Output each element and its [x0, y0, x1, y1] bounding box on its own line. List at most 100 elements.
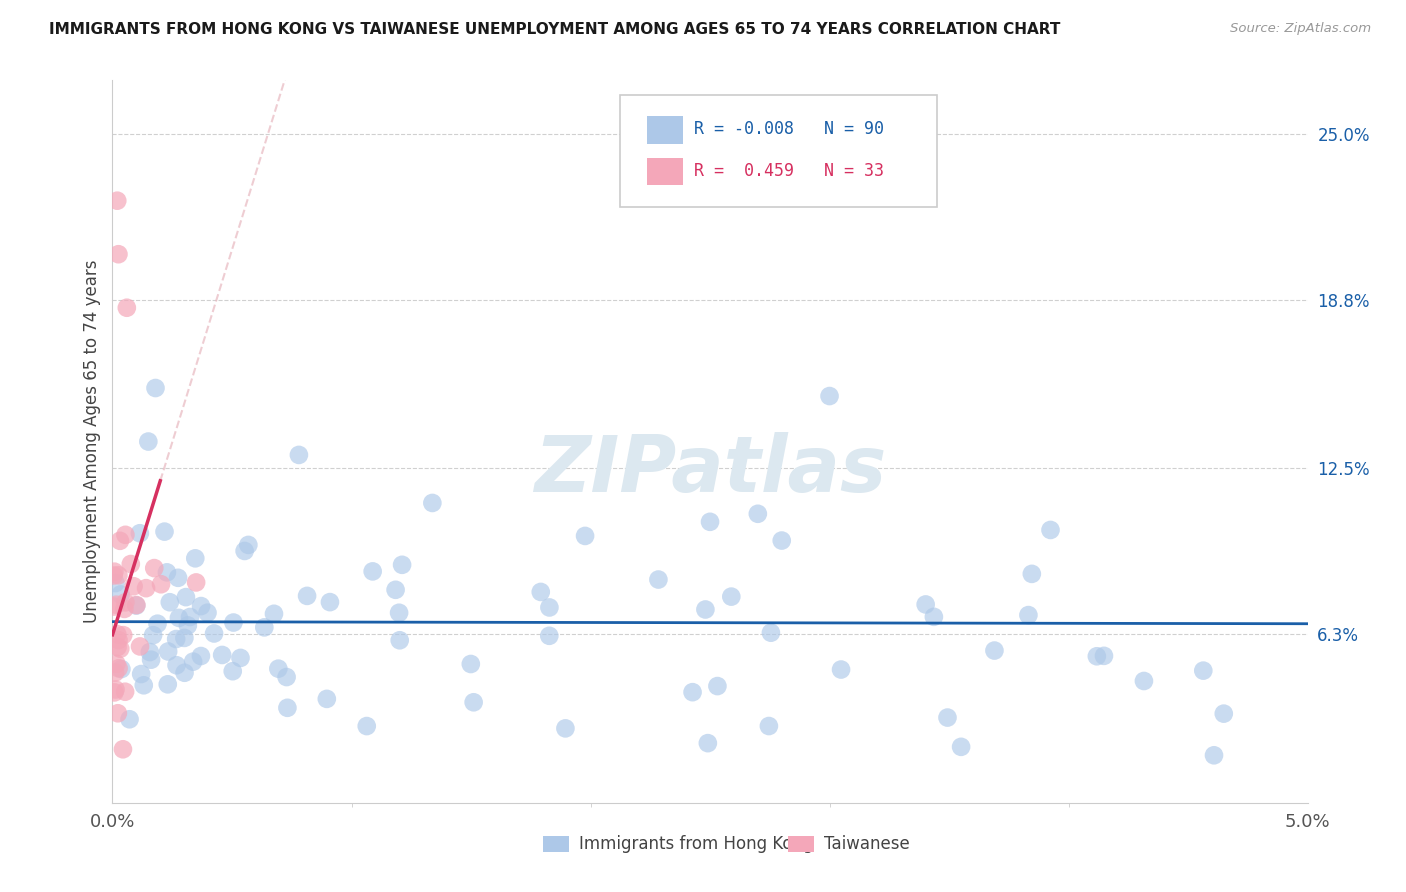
Point	[538, 629, 561, 643]
Point	[129, 640, 152, 654]
Point	[770, 533, 793, 548]
Point	[107, 706, 129, 721]
Point	[103, 685, 125, 699]
Point	[696, 736, 718, 750]
Point	[177, 618, 200, 632]
Point	[156, 677, 179, 691]
Point	[211, 648, 233, 662]
Text: Immigrants from Hong Kong: Immigrants from Hong Kong	[579, 835, 813, 853]
Point	[758, 719, 780, 733]
Point	[356, 719, 378, 733]
Point	[184, 551, 207, 566]
Point	[112, 628, 135, 642]
Point	[110, 587, 132, 601]
Point	[229, 651, 252, 665]
Point	[103, 568, 125, 582]
Point	[574, 529, 596, 543]
Point	[122, 579, 145, 593]
Bar	[647, 158, 682, 185]
Point	[202, 626, 225, 640]
Point	[174, 590, 197, 604]
Point	[190, 599, 212, 613]
Point	[222, 615, 245, 630]
Point	[107, 661, 129, 675]
Point	[1085, 649, 1108, 664]
Point	[138, 434, 160, 449]
Point	[103, 599, 125, 614]
Point	[159, 595, 181, 609]
Point	[391, 558, 413, 572]
Point	[105, 194, 128, 208]
Point	[104, 682, 127, 697]
Point	[319, 595, 342, 609]
Point	[315, 691, 337, 706]
Text: Source: ZipAtlas.com: Source: ZipAtlas.com	[1230, 22, 1371, 36]
Point	[157, 644, 180, 658]
Point	[129, 667, 152, 681]
Point	[530, 585, 553, 599]
Point	[388, 633, 411, 648]
Point	[105, 598, 128, 612]
Point	[1202, 748, 1225, 763]
Point	[276, 701, 298, 715]
Point	[190, 648, 212, 663]
Point	[720, 590, 742, 604]
Bar	[647, 116, 682, 144]
Point	[759, 625, 782, 640]
Text: ZIPatlas: ZIPatlas	[534, 433, 886, 508]
Point	[104, 665, 127, 680]
Point	[153, 524, 176, 539]
Point	[179, 610, 201, 624]
Text: IMMIGRANTS FROM HONG KONG VS TAIWANESE UNEMPLOYMENT AMONG AGES 65 TO 74 YEARS CO: IMMIGRANTS FROM HONG KONG VS TAIWANESE U…	[49, 22, 1060, 37]
Point	[173, 631, 195, 645]
FancyBboxPatch shape	[620, 95, 938, 207]
Point	[110, 641, 132, 656]
Text: R = -0.008   N = 90: R = -0.008 N = 90	[695, 120, 884, 138]
Point	[276, 670, 298, 684]
Point	[181, 655, 204, 669]
Point	[145, 381, 167, 395]
Bar	[543, 836, 569, 852]
Point	[105, 627, 128, 641]
Point	[125, 599, 148, 613]
Point	[538, 600, 561, 615]
Point	[361, 565, 384, 579]
Point	[104, 576, 127, 591]
Point	[830, 663, 852, 677]
Point	[166, 658, 188, 673]
Point	[156, 566, 179, 580]
Point	[936, 710, 959, 724]
Point	[128, 526, 150, 541]
Point	[173, 665, 195, 680]
Point	[143, 561, 166, 575]
Point	[107, 247, 129, 261]
Point	[222, 664, 245, 678]
Point	[695, 602, 717, 616]
Point	[706, 679, 728, 693]
Point	[114, 595, 136, 609]
Point	[135, 581, 157, 595]
Point	[115, 301, 138, 315]
Point	[118, 712, 141, 726]
Point	[110, 662, 132, 676]
Point	[125, 598, 148, 612]
Point	[460, 657, 482, 671]
Point	[267, 662, 290, 676]
Point	[1212, 706, 1234, 721]
Point	[1021, 566, 1043, 581]
Point	[238, 538, 260, 552]
Point	[233, 544, 256, 558]
Point	[295, 589, 318, 603]
Point	[150, 577, 173, 591]
Point	[463, 695, 485, 709]
Point	[197, 606, 219, 620]
Point	[114, 528, 136, 542]
Point	[1133, 673, 1156, 688]
Point	[1192, 664, 1215, 678]
Point	[108, 533, 131, 548]
Point	[139, 645, 162, 659]
Point	[818, 389, 841, 403]
Point	[388, 606, 411, 620]
Point	[747, 507, 769, 521]
Point	[422, 496, 444, 510]
